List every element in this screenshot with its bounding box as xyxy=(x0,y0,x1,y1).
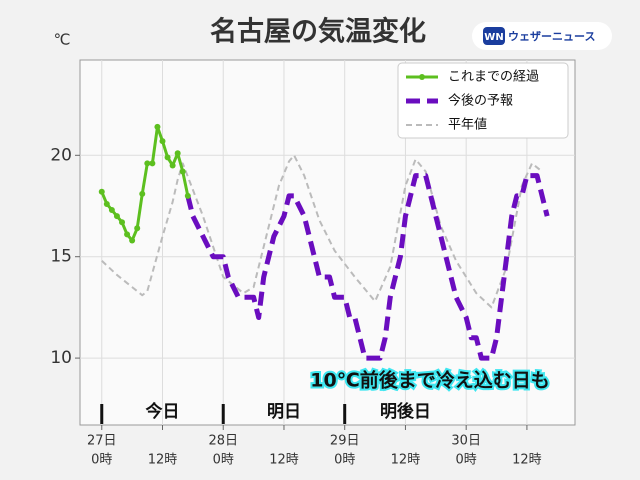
x-day-label: 30日 xyxy=(451,434,481,449)
x-tick-label: 0時 xyxy=(456,453,477,468)
series-point xyxy=(149,160,156,167)
series-point xyxy=(174,150,181,157)
series-point xyxy=(103,200,110,207)
brand-box xyxy=(472,22,612,50)
series-point xyxy=(124,231,131,238)
x-day-label: 29日 xyxy=(330,434,360,449)
grid: 10 15 20 0時 12時 0時 12時 0時 12時 0時 12時 27日 28日 29日 30日 xyxy=(50,60,575,468)
legend-box xyxy=(397,62,569,139)
brand-name: ウェザーニュース xyxy=(508,30,595,43)
brand-badge xyxy=(483,27,505,45)
y-tick-label: 20 xyxy=(50,145,72,165)
y-tick-label: 15 xyxy=(50,247,72,267)
x-day-label: 27日 xyxy=(87,434,117,449)
legend-label: これまでの経過 xyxy=(448,70,539,85)
band-label: 明後日 xyxy=(380,401,431,422)
annotation: 10℃前後まで冷え込む日も xyxy=(310,369,549,392)
series-point xyxy=(179,168,186,175)
band-label: 明日 xyxy=(267,402,301,422)
series-point xyxy=(154,123,161,130)
series-line xyxy=(101,154,543,309)
x-tick-label: 0時 xyxy=(213,453,234,468)
x-tick-label: 0時 xyxy=(91,453,112,468)
series-point xyxy=(119,219,126,226)
x-tick-label: 12時 xyxy=(512,453,542,468)
series-point xyxy=(98,188,105,195)
series-point xyxy=(134,225,141,232)
series-line xyxy=(185,173,550,361)
series-point xyxy=(184,192,191,199)
legend-label: 今後の予報 xyxy=(448,93,513,109)
x-tick-label: 12時 xyxy=(391,453,421,468)
legend-label: 平年値 xyxy=(448,117,487,133)
y-tick-label: 10 xyxy=(50,348,72,368)
legend-marker xyxy=(419,74,425,80)
series-point xyxy=(139,190,146,197)
x-tick-label: 12時 xyxy=(269,453,299,468)
x-tick-label: 12時 xyxy=(148,453,178,468)
series-point xyxy=(113,213,120,220)
series-point xyxy=(169,162,176,169)
series-point xyxy=(144,160,151,167)
series-point xyxy=(164,154,171,161)
band-label: 今日 xyxy=(146,401,180,422)
brand-badge-text: WN xyxy=(484,32,503,43)
x-day-label: 28日 xyxy=(208,434,238,449)
x-tick-label: 0時 xyxy=(334,453,355,468)
series-point xyxy=(159,138,166,145)
y-unit: ℃ xyxy=(54,31,71,49)
chart-title: 名古屋の気温変化 xyxy=(210,16,426,48)
series-point xyxy=(129,237,136,244)
lines xyxy=(98,123,550,361)
series-point xyxy=(108,207,115,214)
